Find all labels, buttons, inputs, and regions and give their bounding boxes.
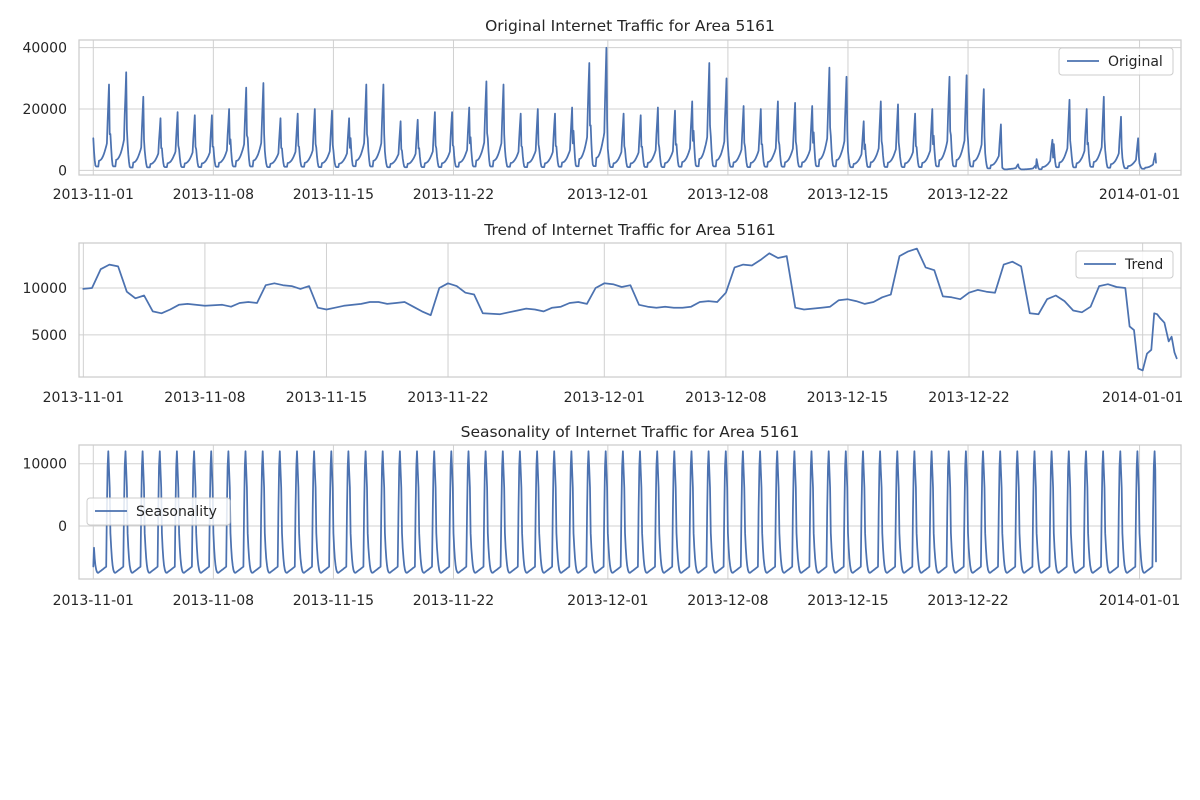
original-chart-title: Original Internet Traffic for Area 5161 xyxy=(485,17,775,35)
original-x-tick-label: 2013-12-01 xyxy=(567,187,648,203)
trend-x-tick-label: 2013-12-01 xyxy=(564,390,645,406)
seasonality-panel: Seasonality of Internet Traffic for Area… xyxy=(22,423,1182,609)
seasonality-x-tick-label: 2013-12-08 xyxy=(687,593,768,609)
trend-y-ticks: 5000 10000 xyxy=(22,281,67,344)
seasonality-y-tick-label: 10000 xyxy=(22,457,67,473)
seasonality-plot-frame xyxy=(78,444,1182,580)
seasonality-x-tick-label: 2013-11-15 xyxy=(293,593,374,609)
original-x-tick-label: 2013-12-22 xyxy=(927,187,1008,203)
original-x-tick-label: 2013-12-15 xyxy=(807,187,888,203)
seasonality-chart-title: Seasonality of Internet Traffic for Area… xyxy=(461,423,800,441)
trend-x-ticks: 2013-11-01 2013-11-08 2013-11-15 2013-11-22… xyxy=(43,390,1184,406)
seasonality-legend-box xyxy=(86,497,231,526)
original-x-ticks: 2013-11-01 2013-11-08 2013-11-15 2013-11-22… xyxy=(53,187,1181,203)
original-y-tick-label: 20000 xyxy=(22,102,67,118)
trend-x-tick-label: 2013-12-22 xyxy=(928,390,1009,406)
seasonality-legend: Seasonality xyxy=(86,497,231,526)
trend-series-line xyxy=(82,247,1178,372)
original-plot-frame xyxy=(78,39,1182,176)
seasonality-x-tick-label: 2013-12-15 xyxy=(807,593,888,609)
trend-chart-title: Trend of Internet Traffic for Area 5161 xyxy=(483,221,775,239)
seasonality-x-tick-label: 2013-11-08 xyxy=(173,593,254,609)
original-x-tick-label: 2013-11-01 xyxy=(53,187,134,203)
original-legend-box xyxy=(1058,47,1174,76)
trend-x-tick-label: 2013-11-08 xyxy=(164,390,245,406)
trend-legend: Trend xyxy=(1075,250,1174,279)
trend-plot-frame xyxy=(78,242,1182,378)
original-grid xyxy=(79,40,1181,175)
trend-x-tick-label: 2013-11-15 xyxy=(286,390,367,406)
seasonality-x-tick-label: 2014-01-01 xyxy=(1099,593,1180,609)
original-x-tick-label: 2013-11-15 xyxy=(293,187,374,203)
seasonality-series-line xyxy=(92,450,1157,574)
trend-x-tick-label: 2013-12-15 xyxy=(807,390,888,406)
trend-legend-label: Trend xyxy=(1124,257,1163,273)
seasonality-x-tick-label: 2013-11-01 xyxy=(53,593,134,609)
original-x-tick-label: 2013-11-08 xyxy=(173,187,254,203)
trend-grid xyxy=(79,243,1181,377)
original-panel: Original Internet Traffic for Area 5161 … xyxy=(22,17,1182,203)
original-y-tick-label: 40000 xyxy=(22,41,67,57)
trend-y-tick-label: 5000 xyxy=(31,328,67,344)
seasonality-x-tick-label: 2013-12-01 xyxy=(567,593,648,609)
seasonality-x-tick-label: 2013-12-22 xyxy=(927,593,1008,609)
seasonality-y-ticks: 0 10000 xyxy=(22,457,67,535)
seasonality-x-tick-label: 2013-11-22 xyxy=(413,593,494,609)
original-x-tick-label: 2014-01-01 xyxy=(1099,187,1180,203)
trend-x-tick-label: 2013-11-22 xyxy=(407,390,488,406)
seasonality-y-tick-label: 0 xyxy=(58,519,67,535)
original-series-line xyxy=(92,46,1157,171)
original-y-tick-label: 0 xyxy=(58,163,67,179)
original-x-tick-label: 2013-12-08 xyxy=(687,187,768,203)
original-x-tick-label: 2013-11-22 xyxy=(413,187,494,203)
seasonality-legend-label: Seasonality xyxy=(136,504,217,520)
trend-x-tick-label: 2013-12-08 xyxy=(685,390,766,406)
trend-y-tick-label: 10000 xyxy=(22,281,67,297)
original-legend: Original xyxy=(1058,47,1174,76)
trend-x-tick-label: 2014-01-01 xyxy=(1102,390,1183,406)
trend-legend-box xyxy=(1075,250,1174,279)
original-legend-label: Original xyxy=(1108,54,1163,70)
original-y-ticks: 0 20000 40000 xyxy=(22,41,67,180)
trend-x-tick-label: 2013-11-01 xyxy=(43,390,124,406)
trend-panel: Trend of Internet Traffic for Area 5161 … xyxy=(22,221,1183,406)
seasonality-x-ticks: 2013-11-01 2013-11-08 2013-11-15 2013-11-22… xyxy=(53,593,1181,609)
